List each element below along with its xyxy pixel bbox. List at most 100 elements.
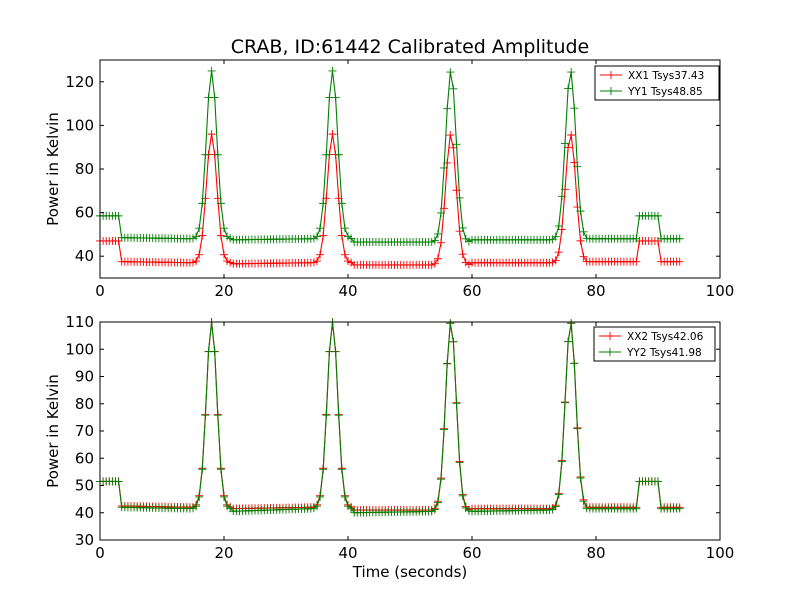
data-point-marker (328, 130, 337, 139)
legend: XX1 Tsys37.43 YY1 Tsys48.85 (594, 65, 720, 101)
data-point-marker (213, 150, 222, 159)
data-point-marker (567, 68, 576, 77)
y-tick-label: 40 (75, 247, 94, 265)
x-tick-label: 40 (338, 544, 357, 562)
data-point-marker (198, 199, 207, 208)
series-line (100, 70, 680, 243)
data-point-marker (433, 498, 442, 507)
data-point-marker (576, 236, 585, 245)
data-point-marker (452, 399, 461, 408)
data-point-marker (313, 232, 321, 241)
x-tick-label: 20 (214, 544, 233, 562)
data-point-marker (198, 465, 207, 474)
data-point-marker (195, 224, 204, 233)
data-point-marker (557, 192, 566, 201)
data-point-marker (437, 238, 445, 247)
data-point-marker (455, 458, 464, 467)
chart-title: CRAB, ID:61442 Calibrated Amplitude (231, 36, 590, 58)
bottom-amplitude-panel: 0 20 40 60 80 100 30 40 50 60 70 80 90 100 110 Power in… (44, 313, 734, 562)
data-point-marker (573, 424, 582, 433)
data-point-marker (319, 199, 328, 208)
x-tick-label: 60 (462, 282, 481, 300)
data-point-marker (114, 477, 123, 486)
data-point-marker (440, 163, 449, 172)
y-tick-label: 80 (75, 160, 94, 178)
data-point-marker (313, 257, 321, 266)
data-point-marker (198, 231, 207, 240)
data-point-marker (316, 250, 325, 259)
data-point-marker (334, 411, 343, 420)
data-point-marker (576, 474, 585, 483)
x-tick-label: 80 (586, 544, 605, 562)
data-point-marker (210, 347, 219, 356)
data-point-marker (216, 199, 225, 208)
x-tick-label: 20 (214, 282, 233, 300)
data-point-marker (632, 257, 641, 266)
legend-marker (607, 87, 615, 95)
legend-label: XX2 Tsys42.06 (627, 331, 704, 343)
x-tick-label: 0 (95, 544, 105, 562)
legend-box (594, 65, 720, 101)
data-point-marker (322, 150, 331, 159)
y-tick-label: 60 (75, 449, 94, 467)
data-point-marker (437, 208, 445, 217)
data-point-marker (458, 491, 467, 500)
data-point-marker (210, 93, 219, 102)
data-point-marker (316, 224, 325, 233)
data-point-marker (440, 425, 449, 434)
data-point-marker (220, 250, 228, 259)
data-point-marker (319, 465, 328, 474)
data-point-marker (564, 337, 573, 346)
series-line (100, 321, 680, 511)
y-axis-label: Power in Kelvin (44, 374, 62, 488)
data-point-marker (216, 231, 225, 240)
data-point-marker (207, 130, 216, 139)
series-xx1 (96, 130, 684, 269)
series-yy1 (96, 66, 684, 247)
y-axis-label: Power in Kelvin (44, 112, 62, 226)
legend: XX2 Tsys42.06 YY2 Tsys41.98 (593, 326, 716, 362)
data-point-marker (337, 465, 346, 474)
data-point-marker (340, 492, 349, 501)
series-line (100, 321, 680, 514)
data-point-marker (347, 504, 356, 513)
x-tick-label: 80 (586, 282, 605, 300)
y-tick-label: 60 (75, 204, 94, 222)
data-point-marker (579, 252, 588, 261)
data-point-marker (328, 66, 337, 75)
data-point-marker (449, 84, 458, 93)
data-point-marker (192, 232, 201, 241)
data-point-marker (430, 259, 439, 268)
y-tick-label: 110 (65, 313, 94, 331)
data-point-marker (654, 211, 662, 220)
y-tick-label: 50 (75, 477, 94, 495)
data-point-marker (446, 131, 455, 140)
legend-label: YY1 Tsys48.85 (627, 86, 703, 98)
top-amplitude-panel: 0 20 40 60 80 100 40 60 80 100 120 Power in Kelvin X… (44, 59, 735, 300)
data-point-marker (449, 337, 458, 346)
data-point-marker (334, 150, 343, 159)
data-point-marker (443, 104, 452, 113)
data-point-marker (446, 319, 455, 328)
data-point-marker (632, 504, 641, 513)
data-point-marker (554, 248, 563, 257)
legend-marker (607, 71, 615, 79)
y-tick-label: 40 (75, 504, 94, 522)
data-point-marker (114, 211, 123, 220)
y-tick-label: 80 (75, 395, 94, 413)
data-point-marker (331, 347, 340, 356)
data-point-marker (551, 232, 560, 241)
y-tick-label: 90 (75, 368, 94, 386)
x-tick-label: 0 (95, 282, 105, 300)
y-tick-label: 120 (65, 73, 94, 91)
data-point-marker (201, 150, 210, 159)
data-point-marker (195, 492, 204, 501)
data-point-marker (201, 411, 210, 420)
data-point-marker (319, 231, 328, 240)
x-tick-label: 100 (706, 282, 735, 300)
x-axis-label: Time (seconds) (352, 563, 468, 581)
data-point-marker (322, 411, 331, 420)
series-yy2 (96, 318, 684, 517)
data-point-marker (443, 359, 452, 368)
x-tick-label: 40 (338, 282, 357, 300)
